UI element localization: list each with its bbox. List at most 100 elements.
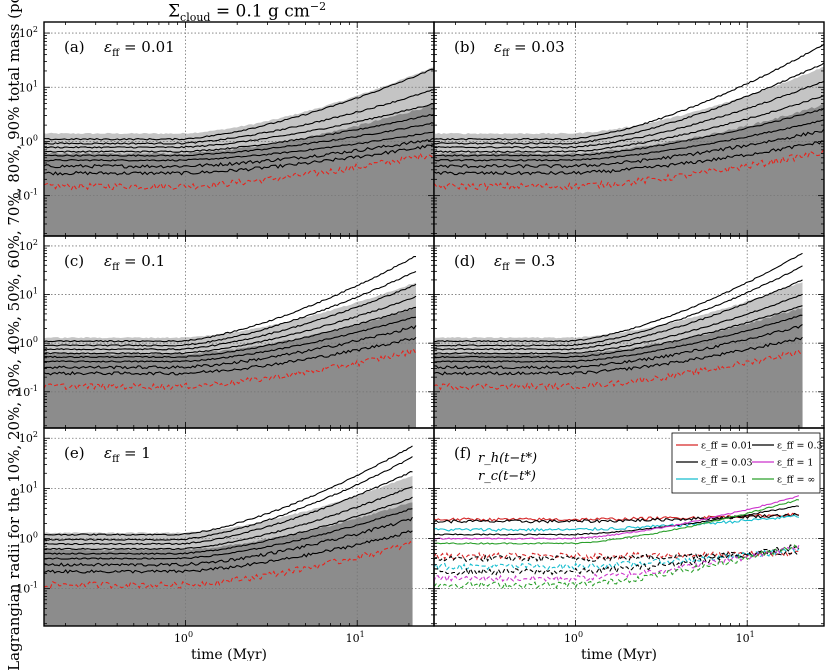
dark-band	[44, 502, 413, 626]
series-line-90-	[434, 43, 824, 141]
series-line-30-	[434, 128, 824, 169]
panel-label: (c)	[64, 252, 84, 270]
legend-label: ε_ff = 1	[777, 458, 813, 469]
legend-label: ε_ff = 0.01	[701, 441, 753, 452]
series-line-90-	[44, 256, 416, 343]
series-line-50-	[44, 496, 413, 555]
y-tick-label: 100	[19, 335, 38, 350]
panel-label: (a)	[64, 38, 85, 56]
series-line-70-	[434, 80, 824, 149]
series-line-rh-eff-0-1	[434, 514, 800, 532]
series-line-80-	[434, 62, 824, 145]
series-line-10-	[44, 540, 413, 590]
panel-b: (b) εff = 0.03	[433, 21, 825, 237]
panel-d: (d) εff = 0.3	[433, 235, 825, 429]
series-line-60-	[44, 113, 434, 153]
panel-label: (d)	[454, 252, 475, 270]
series-line-50-	[44, 122, 434, 157]
series-line-40-	[434, 314, 803, 363]
series-line-10-	[434, 350, 803, 391]
y-tick-label: 102	[19, 25, 38, 40]
series-line-70-	[44, 103, 434, 149]
series-line-30-	[434, 324, 803, 370]
y-tick-label: 102	[19, 430, 38, 445]
series-line-rc-eff-1	[434, 545, 800, 583]
panel-e: 10-1 100 101 102 100 101 time (Myr) (e) εff = 1	[16, 427, 435, 661]
x-axis-label: time (Myr)	[581, 647, 657, 661]
y-tick-label: 101	[19, 287, 38, 302]
series-line-rc-eff-0-01	[434, 550, 800, 561]
y-tick-label: 100	[19, 133, 38, 148]
annotation-rh: r_h(t−t*)	[478, 451, 537, 466]
dark-band	[434, 307, 803, 428]
annotation-rc: r_c(t−t*)	[478, 469, 536, 484]
legend-box	[671, 432, 821, 494]
epsilon-label: εff = 0.3	[494, 252, 555, 273]
series-line-50-	[44, 306, 417, 359]
series-line-90-	[434, 252, 803, 343]
series-line-40-	[44, 131, 434, 162]
panel-frame	[433, 427, 825, 627]
epsilon-label: εff = 0.1	[104, 252, 165, 273]
y-tick-label: 101	[19, 480, 38, 495]
series-line-30-	[44, 325, 417, 370]
x-tick-label: 101	[736, 630, 755, 645]
series-line-90-	[44, 68, 434, 141]
series-line-rc-eff-0-1	[434, 547, 800, 571]
series-line-50-	[434, 107, 824, 157]
y-tick-label: 101	[19, 79, 38, 94]
panel-label: (f)	[454, 444, 471, 462]
panel-label: (b)	[454, 38, 475, 56]
series-line-80-	[44, 270, 417, 347]
series-line-60-	[44, 295, 417, 355]
panel-f: 100 101 time (Myr) (f) r_h(t−t*) r_c(t−t*) ε_f…	[433, 427, 825, 661]
series-line-rc-eff-inf	[434, 544, 800, 590]
epsilon-label: εff = 0.03	[494, 38, 565, 59]
legend-label: ε_ff = 0.03	[701, 458, 753, 469]
dark-band	[44, 306, 417, 428]
series-line-70-	[434, 279, 803, 351]
series-line-70-	[44, 283, 417, 351]
series-line-rh-eff-inf	[434, 499, 799, 545]
series-line-rh-eff-1	[434, 495, 800, 540]
x-tick-label: 101	[346, 630, 365, 645]
series-line-70-	[44, 471, 413, 546]
series-line-rh-eff-0-3	[434, 505, 800, 536]
series-line-40-	[44, 508, 413, 560]
series-line-90-	[44, 445, 413, 536]
y-tick-label: 100	[19, 531, 38, 546]
legend-label: ε_ff = ∞	[777, 475, 815, 486]
series-line-60-	[434, 293, 803, 355]
series-line-20-	[434, 140, 824, 176]
series-line-10-	[44, 151, 434, 191]
epsilon-label: εff = 1	[104, 444, 151, 465]
legend-label: ε_ff = 0.3	[777, 441, 823, 452]
panel-label: (e)	[64, 444, 85, 462]
y-tick-label: 10-1	[16, 188, 38, 203]
series-line-20-	[44, 530, 413, 574]
series-line-20-	[44, 337, 417, 376]
series-line-10-	[434, 148, 824, 191]
series-line-40-	[44, 316, 417, 363]
x-tick-label: 100	[564, 630, 583, 645]
x-axis-label: time (Myr)	[191, 647, 267, 661]
legend-label: ε_ff = 0.1	[701, 475, 747, 486]
panel-c: 10-1 100 101 102 (c) εff = 0.1	[16, 235, 435, 429]
series-line-80-	[434, 265, 803, 347]
series-line-60-	[44, 486, 413, 551]
series-line-50-	[434, 305, 803, 359]
panel-a: 10-1 100 101 102 (a) εff = 0.01	[16, 21, 435, 237]
series-line-80-	[44, 456, 413, 541]
series-line-60-	[434, 95, 824, 153]
y-tick-label: 10-1	[16, 384, 38, 399]
series-line-30-	[44, 516, 413, 567]
y-tick-label: 10-1	[16, 581, 38, 596]
series-line-20-	[434, 336, 803, 376]
y-tick-label: 102	[19, 238, 38, 253]
x-tick-label: 100	[174, 630, 193, 645]
figure-title: Σcloud = 0.1 g cm−2	[168, 0, 327, 25]
series-line-20-	[44, 143, 434, 176]
series-line-80-	[44, 89, 434, 145]
series-line-40-	[434, 119, 824, 162]
